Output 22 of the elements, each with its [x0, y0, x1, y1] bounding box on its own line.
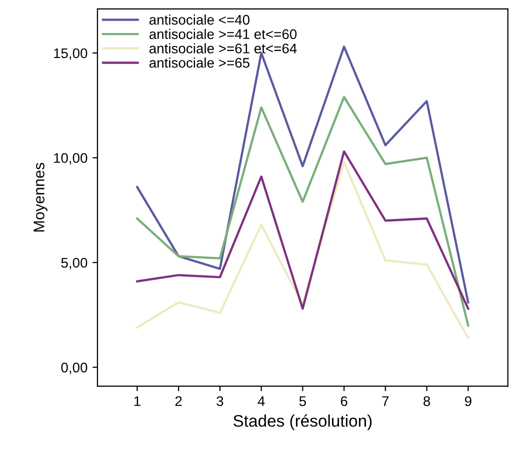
legend-label: antisociale >=65	[149, 58, 250, 68]
line-series	[136, 150, 470, 310]
y-tick-label: 0,00	[61, 362, 88, 374]
x-tick-label: 4	[258, 396, 265, 406]
x-tick-label: 5	[299, 396, 306, 406]
y-tick-label: 5,00	[61, 258, 88, 270]
x-tick-label: 3	[216, 396, 224, 406]
x-tick-label: 8	[424, 396, 430, 406]
legend-label: antisociale <=40	[149, 14, 250, 25]
y-tick-label: 15,00	[54, 48, 88, 60]
legend-label: antisociale >=41 et<=60	[149, 28, 297, 40]
line-series	[136, 160, 470, 340]
y-tick-label: 10,00	[54, 153, 88, 165]
x-tick-label: 9	[464, 396, 472, 406]
x-tick-label: 2	[175, 396, 182, 406]
x-axis-title: Stades (résolution)	[233, 414, 372, 430]
x-tick-label: 7	[382, 396, 389, 406]
y-axis-title: Moyennes	[34, 162, 48, 232]
x-tick-label: 6	[340, 396, 348, 406]
legend-label: antisociale >=61 et<=64	[149, 43, 297, 54]
x-tick-label: 1	[134, 396, 140, 406]
line-series	[136, 96, 470, 326]
